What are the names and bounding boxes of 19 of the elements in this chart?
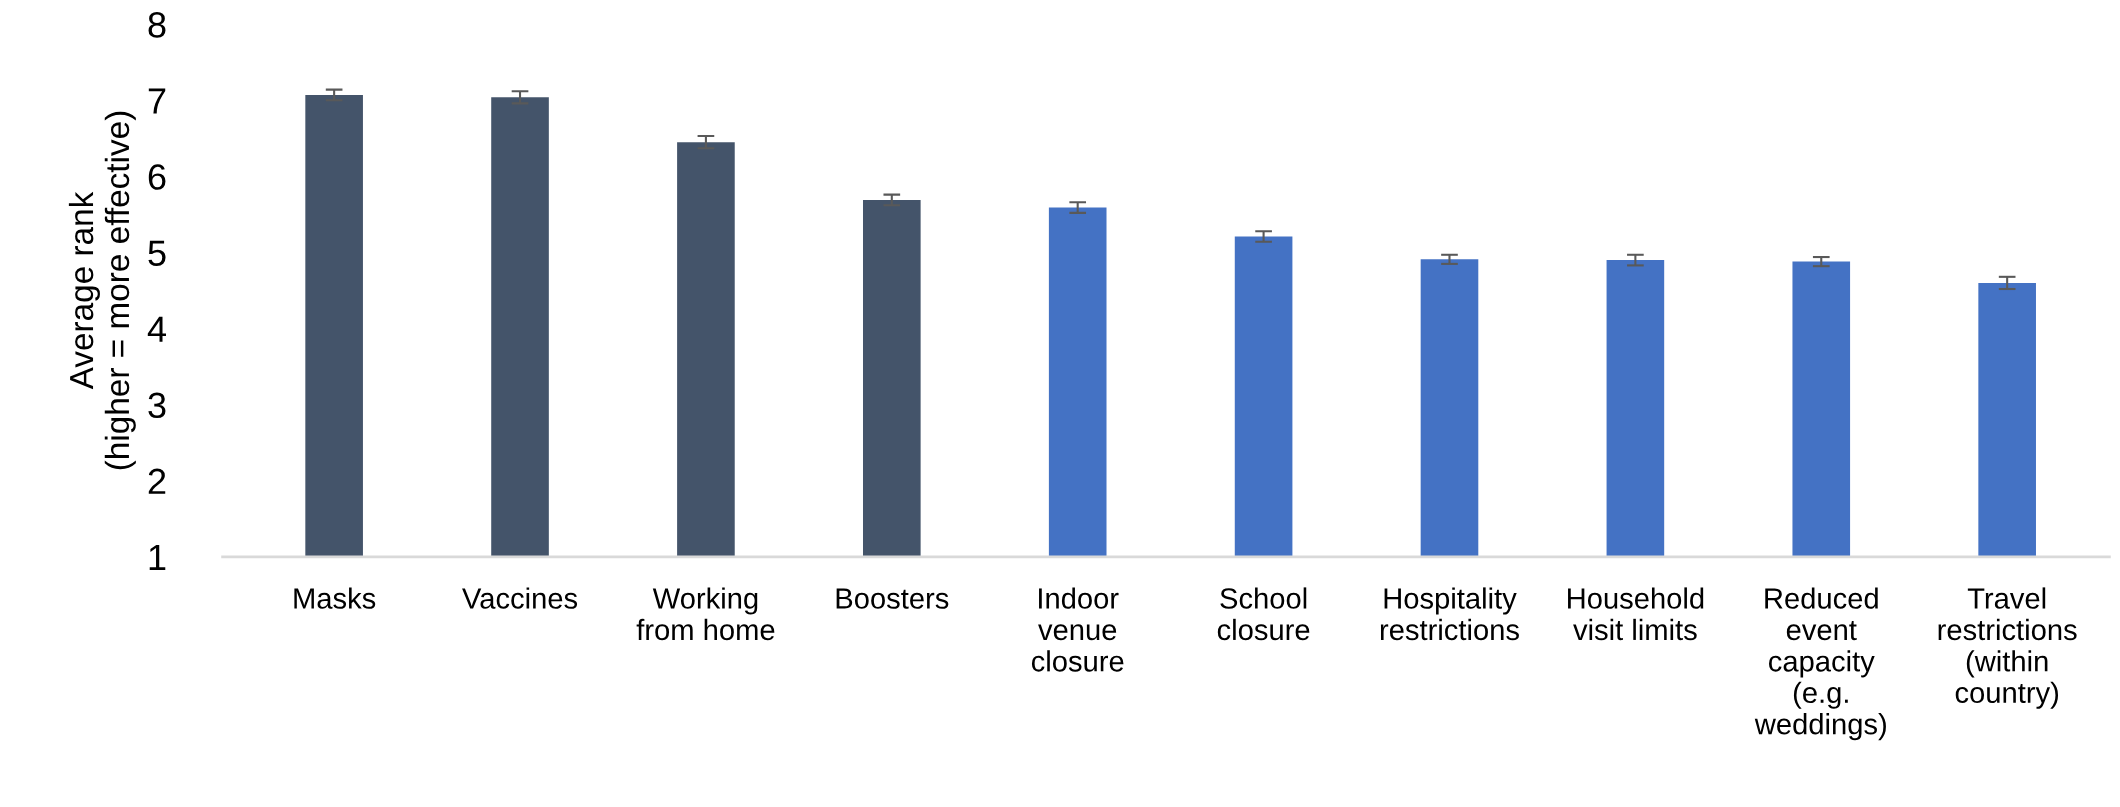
y-tick-label: 3 — [148, 392, 166, 419]
x-tick-label: Vaccines — [462, 587, 578, 609]
x-tick-label: Hospitality restrictions — [1380, 587, 1519, 641]
y-tick-label: 8 — [148, 12, 166, 38]
x-tick-label: Household visit limits — [1568, 587, 1704, 641]
y-tick-label: 5 — [148, 240, 166, 266]
y-tick-label: 2 — [148, 468, 166, 494]
x-tick-label: Working from home — [636, 587, 775, 641]
x-tick-label: Travel restrictions (within country) — [1938, 587, 2077, 709]
x-tick-label: School closure — [1217, 587, 1310, 641]
x-tick-label: Boosters — [836, 588, 949, 609]
x-tick-label: Masks — [294, 587, 376, 609]
x-tick-label: Indoor venue closure — [1031, 587, 1124, 672]
x-tick-label: Reduced event capacity (e.g. weddings) — [1754, 587, 1886, 741]
y-tick-label: 1 — [149, 545, 166, 570]
y-tick-label: 4 — [147, 316, 166, 342]
y-tick-label: 6 — [148, 164, 166, 190]
y-tick-label: 7 — [148, 88, 166, 114]
y-axis-title: Average rank (higher = more effective) — [68, 111, 136, 470]
